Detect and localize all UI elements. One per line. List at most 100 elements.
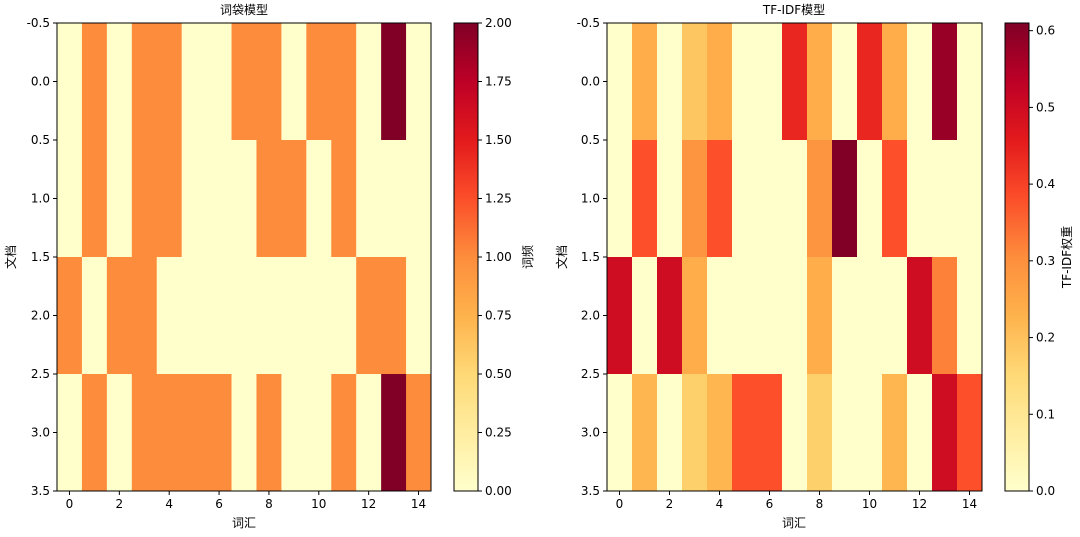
y-tick-label: 0.0 [31, 75, 50, 89]
heatmap-cell [682, 257, 708, 375]
heatmap-cell [57, 257, 83, 375]
heatmap-cell [832, 257, 858, 375]
heatmap-cell [907, 23, 933, 141]
y-tick-label: -0.5 [577, 16, 600, 30]
heatmap-cell [782, 257, 808, 375]
heatmap-cell [932, 140, 958, 258]
heatmap-cell [331, 257, 357, 375]
x-tick-label: 0 [66, 497, 74, 511]
heatmap-cell [131, 23, 158, 141]
bow-x-label: 词汇 [232, 516, 256, 530]
heatmap-cell [381, 257, 407, 375]
heatmap-cell [707, 374, 733, 492]
heatmap-cell [181, 140, 207, 258]
heatmap-cell [907, 257, 933, 375]
heatmap-cell [406, 257, 432, 375]
heatmap-cell [57, 374, 83, 492]
heatmap-cell [57, 23, 83, 141]
heatmap-cell [657, 23, 683, 141]
bow-colorbar-ticks: 0.00 0.25 0.50 0.75 1.00 1.25 1.50 1.75 2.00 [478, 16, 512, 498]
heatmap-cell [757, 140, 783, 258]
heatmap-cell [206, 140, 232, 258]
heatmap-cell [81, 374, 108, 492]
bow-colorbar-label: 词频 [521, 245, 535, 269]
heatmap-cell [106, 257, 133, 375]
colorbar-tick-label: 0.3 [1036, 254, 1055, 268]
heatmap-cell [356, 140, 382, 258]
heatmap-cell [406, 23, 432, 141]
x-tick-label: 10 [311, 497, 326, 511]
x-tick-label: 4 [165, 497, 173, 511]
heatmap-cell [832, 374, 858, 492]
heatmap-cell [732, 257, 758, 375]
y-tick-label: 0.5 [31, 133, 50, 147]
heatmap-cell [857, 23, 883, 141]
colorbar-tick-label: 1.50 [485, 133, 512, 147]
heatmap-cell [957, 140, 983, 258]
tfidf-heatmap [607, 23, 983, 492]
y-tick-label: 3.5 [581, 484, 600, 498]
colorbar-tick-label: 0.4 [1036, 177, 1055, 191]
x-tick-label: 2 [116, 497, 124, 511]
colorbar-tick-label: 0.50 [485, 367, 512, 381]
heatmap-cell [857, 374, 883, 492]
heatmap-cell [131, 374, 158, 492]
colorbar-tick-label: 1.00 [485, 250, 512, 264]
heatmap-cell [657, 140, 683, 258]
colorbar-tick-label: 0.00 [485, 484, 512, 498]
heatmap-cell [356, 23, 382, 141]
heatmap-cell [406, 374, 432, 492]
heatmap-cell [782, 374, 808, 492]
heatmap-cell [957, 374, 983, 492]
heatmap-cell [181, 23, 207, 141]
heatmap-cell [256, 23, 282, 141]
y-tick-label: 1.0 [581, 192, 600, 206]
heatmap-cell [807, 140, 833, 258]
heatmap-cell [932, 23, 958, 141]
x-tick-label: 8 [816, 497, 824, 511]
y-tick-label: 3.0 [581, 426, 600, 440]
heatmap-cell [281, 140, 307, 258]
heatmap-cell [782, 23, 808, 141]
heatmap-cell [206, 374, 232, 492]
heatmap-cell [156, 23, 183, 141]
heatmap-cell [882, 374, 908, 492]
heatmap-cell [757, 374, 783, 492]
heatmap-cell [732, 374, 758, 492]
heatmap-cell [181, 257, 207, 375]
heatmap-cell [306, 257, 332, 375]
colorbar-tick-label: 0.75 [485, 309, 512, 323]
tfidf-y-label: 文档 [554, 245, 569, 269]
heatmap-cell [757, 23, 783, 141]
heatmap-cell [882, 23, 908, 141]
x-tick-label: 2 [666, 497, 674, 511]
heatmap-cell [231, 257, 257, 375]
heatmap-cell [281, 257, 307, 375]
colorbar-tick-label: 1.75 [485, 75, 512, 89]
tfidf-colorbar-ticks: 0.0 0.1 0.2 0.3 0.4 0.5 0.6 [1029, 24, 1055, 498]
heatmap-cell [131, 257, 158, 375]
heatmap-cell [832, 140, 858, 258]
heatmap-cell [932, 257, 958, 375]
heatmap-cell [907, 374, 933, 492]
y-tick-label: 3.5 [31, 484, 50, 498]
heatmap-cell [106, 23, 133, 141]
tfidf-colorbar-label: TF-IDF权重 [1060, 226, 1074, 289]
heatmap-cell [657, 374, 683, 492]
x-tick-label: 14 [411, 497, 426, 511]
y-tick-label: 2.5 [581, 367, 600, 381]
y-tick-label: 2.5 [31, 367, 50, 381]
heatmap-cell [331, 23, 357, 141]
heatmap-cell [156, 140, 183, 258]
heatmap-cell [607, 140, 633, 258]
tfidf-x-label: 词汇 [782, 516, 806, 530]
heatmap-cell [356, 374, 382, 492]
heatmap-cell [81, 257, 108, 375]
heatmap-cell [732, 23, 758, 141]
heatmap-cell [106, 374, 133, 492]
heatmap-cell [957, 257, 983, 375]
heatmap-cell [857, 257, 883, 375]
heatmap-cell [331, 140, 357, 258]
heatmap-cell [231, 374, 257, 492]
